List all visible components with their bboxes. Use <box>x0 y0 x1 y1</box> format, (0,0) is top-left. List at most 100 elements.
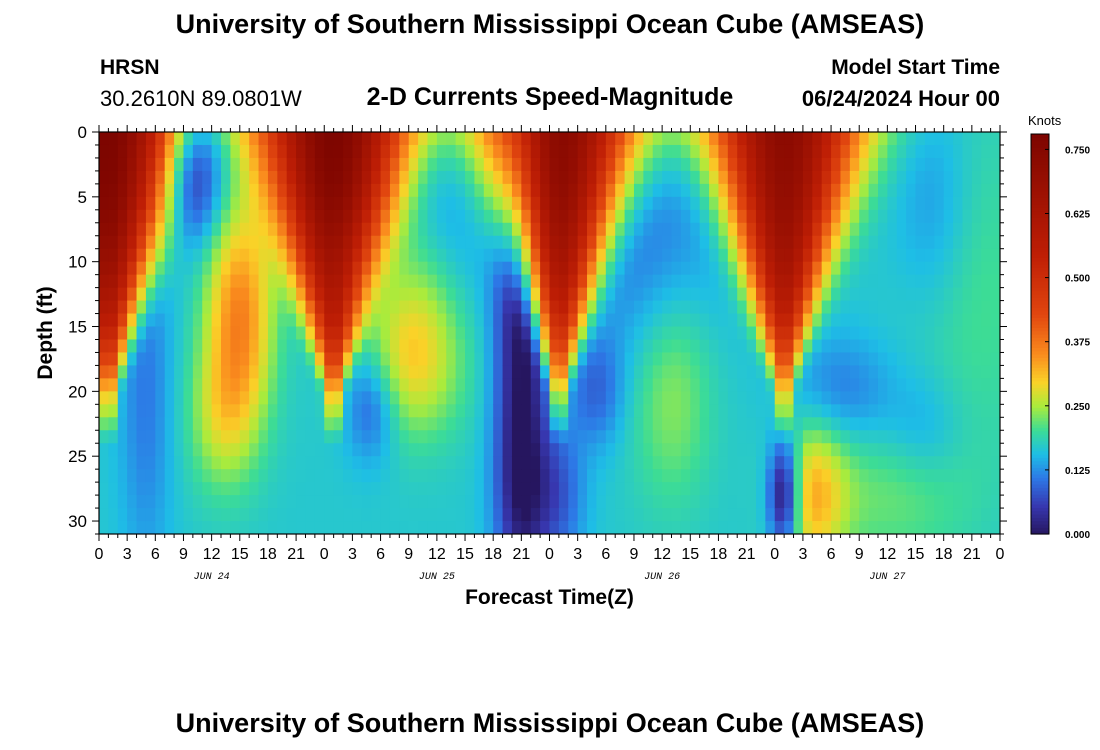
colorbar-segment <box>1031 150 1049 155</box>
heatmap-cell <box>624 521 635 535</box>
heatmap-cell <box>511 482 522 496</box>
heatmap-cell <box>924 183 935 198</box>
heatmap-cell <box>943 274 954 289</box>
heatmap-cell <box>183 378 194 392</box>
heatmap-cell <box>399 261 410 276</box>
heatmap-cell <box>343 248 353 263</box>
heatmap-cell <box>183 132 194 146</box>
heatmap-cell <box>699 170 710 185</box>
heatmap-cell <box>455 378 466 392</box>
heatmap-cell <box>277 209 288 224</box>
heatmap-cell <box>511 404 522 418</box>
heatmap-cell <box>446 495 457 509</box>
heatmap-cell <box>558 313 569 328</box>
heatmap-cell <box>399 378 410 392</box>
heatmap-cell <box>840 391 851 405</box>
heatmap-cell <box>164 469 175 483</box>
heatmap-cell <box>887 144 898 159</box>
heatmap-cell <box>962 183 973 198</box>
heatmap-cell <box>868 326 879 340</box>
heatmap-cell <box>192 391 203 405</box>
heatmap-cell <box>249 235 260 250</box>
heatmap-cell <box>840 521 851 535</box>
heatmap-cell <box>211 300 222 315</box>
heatmap-cell <box>868 300 879 315</box>
heatmap-cell <box>465 378 475 392</box>
heatmap-cell <box>230 132 241 146</box>
heatmap-cell <box>737 391 748 405</box>
heatmap-cell <box>971 287 982 302</box>
heatmap-cell <box>474 209 485 224</box>
heatmap-cell <box>652 469 663 483</box>
heatmap-cell <box>549 196 560 211</box>
heatmap-cell <box>389 261 400 276</box>
heatmap-cell <box>258 313 269 328</box>
colorbar-segment <box>1031 197 1049 202</box>
heatmap-cell <box>211 495 222 509</box>
heatmap-cell <box>465 248 475 263</box>
heatmap-cell <box>671 521 682 535</box>
heatmap-cell <box>155 521 166 535</box>
heatmap-cell <box>859 365 870 379</box>
heatmap-cell <box>896 235 907 250</box>
heatmap-cell <box>633 326 644 340</box>
heatmap-cell <box>831 132 841 146</box>
x-tick-label: 9 <box>630 546 639 563</box>
heatmap-cell <box>953 430 963 444</box>
heatmap-cell <box>211 248 222 263</box>
heatmap-cell <box>840 132 851 146</box>
heatmap-cell <box>774 469 785 483</box>
heatmap-cell <box>549 339 560 353</box>
heatmap-cell <box>718 339 729 353</box>
heatmap-cell <box>577 170 588 185</box>
heatmap-cell <box>221 235 231 250</box>
heatmap-cell <box>305 339 316 353</box>
heatmap-cell <box>361 352 372 366</box>
x-tick-label: 12 <box>203 546 221 563</box>
heatmap-cell <box>474 417 485 431</box>
heatmap-cell <box>906 222 917 237</box>
heatmap-cell <box>230 235 241 250</box>
heatmap-cell <box>831 495 841 509</box>
heatmap-cell <box>343 378 353 392</box>
heatmap-cell <box>605 443 616 457</box>
heatmap-cell <box>192 170 203 185</box>
heatmap-cell <box>221 313 231 328</box>
heatmap-cell <box>755 521 766 535</box>
heatmap-cell <box>465 132 475 146</box>
heatmap-cell <box>258 521 269 535</box>
heatmap-cell <box>286 170 297 185</box>
heatmap-cell <box>427 482 438 496</box>
heatmap-cell <box>465 274 475 289</box>
heatmap-cell <box>530 235 541 250</box>
heatmap-cell <box>314 144 325 159</box>
heatmap-cell <box>249 339 260 353</box>
heatmap-cell <box>718 521 729 535</box>
heatmap-cell <box>455 235 466 250</box>
heatmap-cell <box>896 170 907 185</box>
heatmap-cell <box>802 326 813 340</box>
heatmap-cell <box>286 469 297 483</box>
heatmap-cell <box>558 378 569 392</box>
heatmap-cell <box>915 248 926 263</box>
heatmap-cell <box>174 417 184 431</box>
heatmap-cell <box>671 274 682 289</box>
heatmap-cell <box>127 456 138 470</box>
heatmap-cell <box>934 144 945 159</box>
colorbar-segment <box>1031 330 1049 335</box>
heatmap-cell <box>239 378 250 392</box>
heatmap-cell <box>455 313 466 328</box>
heatmap-cell <box>831 365 841 379</box>
heatmap-cell <box>408 326 419 340</box>
heatmap-cell <box>934 417 945 431</box>
heatmap-cell <box>408 274 419 289</box>
heatmap-cell <box>802 300 813 315</box>
heatmap-cell <box>915 378 926 392</box>
heatmap-cell <box>174 261 184 276</box>
heatmap-cell <box>943 313 954 328</box>
heatmap-cell <box>249 313 260 328</box>
heatmap-cell <box>380 326 391 340</box>
heatmap-cell <box>549 235 560 250</box>
heatmap-cell <box>784 287 795 302</box>
heatmap-cell <box>859 157 870 172</box>
